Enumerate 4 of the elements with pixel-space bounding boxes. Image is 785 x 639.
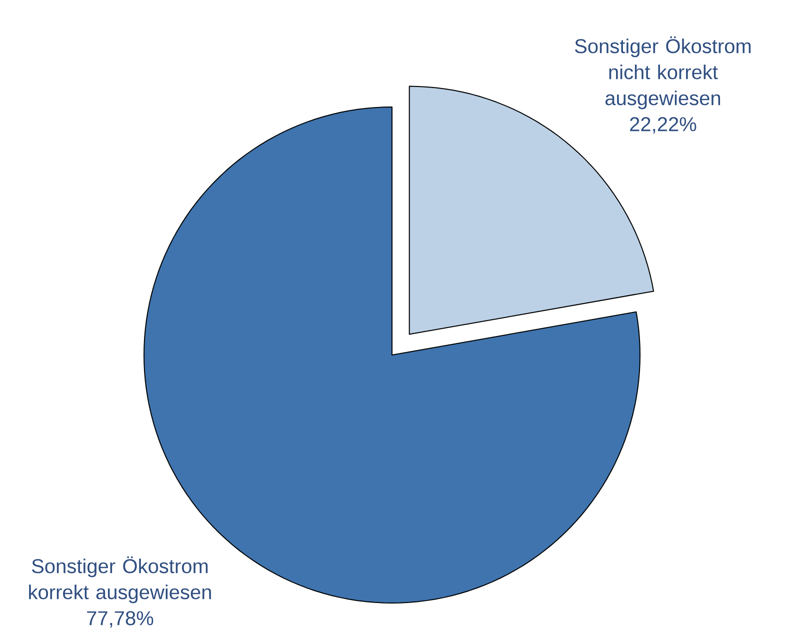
data-label: 22,22% (630, 117, 696, 134)
slice-label: Sonstiger Ökostrom nicht korrekt ausgewiesen (574, 36, 751, 110)
slice-label: Sonstiger Ökostrom korrekt ausgewiesen (29, 556, 211, 604)
data-label: 77,78% (87, 611, 154, 628)
